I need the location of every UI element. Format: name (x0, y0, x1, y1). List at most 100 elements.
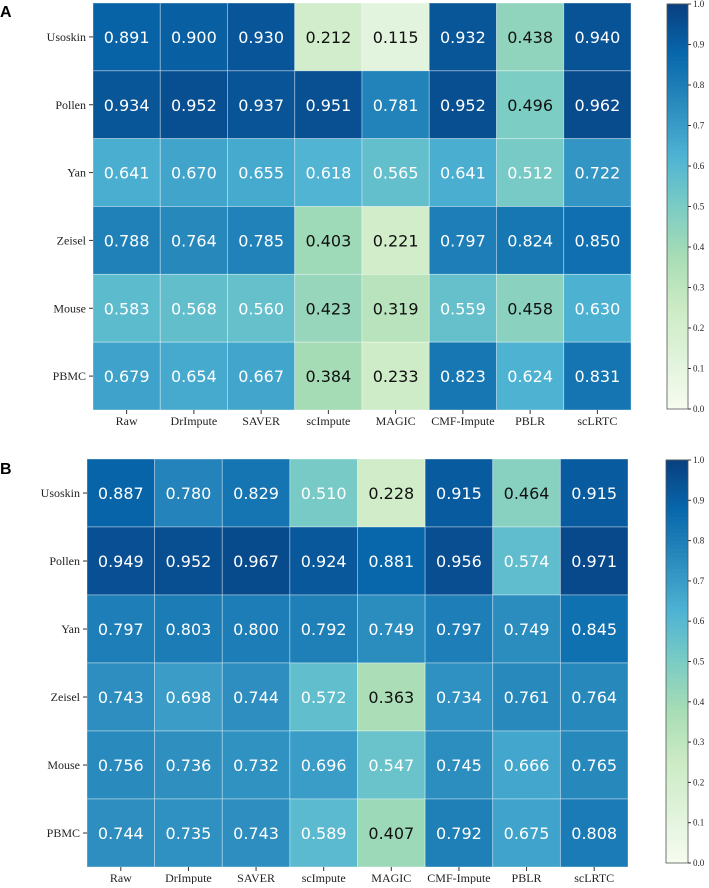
heatmap-cell (294, 273, 363, 343)
heatmap-cell (361, 70, 430, 140)
cell-value: 0.574 (504, 552, 550, 571)
colorbar-slice (667, 141, 688, 147)
colorbar-slice (666, 483, 688, 489)
col-label: MAGIC (371, 871, 411, 884)
colorbar-slice (667, 287, 688, 292)
colorbar-slice (666, 729, 688, 735)
cell-value: 0.212 (305, 28, 351, 47)
colorbar-slice (666, 467, 688, 473)
colorbar-slice (667, 161, 688, 167)
colorbar-slice (667, 104, 688, 110)
colorbar-slice (667, 198, 688, 203)
colorbar-tick-label: 0.7 (693, 121, 705, 131)
colorbar-slice (667, 360, 688, 365)
heatmap-cell (361, 138, 430, 207)
heatmap-cell (86, 730, 156, 800)
colorbar-slice (667, 72, 688, 78)
colorbar-slice (667, 331, 688, 337)
cell-value: 0.952 (440, 96, 486, 115)
colorbar-slice (667, 68, 688, 74)
cell-value: 0.788 (104, 231, 150, 250)
heatmap-cell (424, 458, 494, 528)
colorbar-slice (667, 238, 688, 244)
row-label: Yan (67, 166, 86, 180)
heatmap-cell (221, 662, 291, 732)
colorbar-slice (667, 311, 688, 317)
heatmap-cell (563, 138, 632, 207)
col-label: CMF-Impute (427, 871, 490, 884)
colorbar-slice (667, 230, 688, 236)
heatmap-cell (428, 2, 497, 72)
colorbar-slice (666, 568, 688, 574)
colorbar-slice (666, 709, 688, 715)
cell-value: 0.924 (301, 552, 347, 571)
cell-value: 0.618 (305, 164, 351, 183)
colorbar-slice (666, 741, 688, 747)
colorbar-slice (667, 137, 688, 142)
colorbar-slice (667, 368, 688, 373)
colorbar-slice (667, 319, 688, 325)
cell-value: 0.510 (301, 484, 347, 503)
cell-value: 0.756 (98, 756, 144, 775)
heatmap-cell (357, 458, 426, 528)
col-label: scImpute (302, 871, 346, 884)
colorbar-slice (667, 279, 688, 284)
colorbar-slice (666, 721, 688, 727)
heatmap-cell (361, 2, 430, 72)
colorbar-slice (667, 323, 688, 329)
row-label: Usoskin (47, 30, 86, 44)
colorbar-tick-label: 0.4 (693, 242, 705, 252)
colorbar-slice (666, 588, 688, 594)
colorbar-slice (666, 580, 688, 586)
colorbar-slice (666, 697, 688, 703)
heatmap-cell (289, 594, 358, 664)
heatmap-cell (92, 2, 161, 72)
cell-value: 0.363 (368, 688, 414, 707)
col-label: DrImpute (165, 871, 212, 884)
colorbar-slice (666, 592, 688, 598)
heatmap-cell (294, 138, 363, 207)
colorbar-tick-label: 0.3 (693, 737, 705, 747)
col-label: PBLR (512, 871, 542, 884)
heatmap-cell (559, 458, 629, 528)
cell-value: 0.800 (233, 620, 279, 639)
colorbar-slice (667, 92, 688, 98)
colorbar-slice (666, 705, 688, 711)
colorbar-slice (666, 757, 688, 763)
cell-value: 0.792 (301, 620, 347, 639)
colorbar-slice (667, 258, 688, 264)
heatmap-cell (294, 206, 363, 275)
colorbar-slice (667, 266, 688, 272)
colorbar-slice (667, 76, 688, 82)
colorbar-slice (667, 327, 688, 333)
colorbar-slice (667, 185, 688, 191)
panel-label: B (0, 461, 12, 478)
colorbar-slice (666, 774, 688, 779)
colorbar-slice (667, 7, 688, 13)
colorbar-slice (667, 80, 688, 86)
colorbar-slice (666, 665, 688, 670)
colorbar-tick-label: 0.3 (693, 283, 705, 293)
heatmap-cell (492, 526, 561, 596)
colorbar-slice (666, 802, 688, 807)
col-label: SAVER (237, 871, 275, 884)
cell-value: 0.764 (171, 231, 217, 250)
colorbar-slice (667, 222, 688, 228)
colorbar-tick-label: 0.9 (693, 495, 705, 505)
heatmap-cell (227, 273, 296, 343)
colorbar-slice (666, 753, 688, 759)
colorbar-slice (667, 246, 688, 252)
cell-value: 0.940 (574, 28, 620, 47)
colorbar-slice (666, 858, 688, 864)
heatmap-cell (221, 594, 291, 664)
colorbar-slice (667, 32, 688, 37)
colorbar-slice (667, 210, 688, 215)
colorbar-slice (666, 713, 688, 719)
colorbar-slice (667, 315, 688, 321)
colorbar-slice (667, 271, 688, 276)
colorbar-slice (666, 838, 688, 844)
cell-value: 0.228 (368, 484, 414, 503)
panel-label: A (0, 4, 12, 21)
colorbar-slice (666, 834, 688, 840)
